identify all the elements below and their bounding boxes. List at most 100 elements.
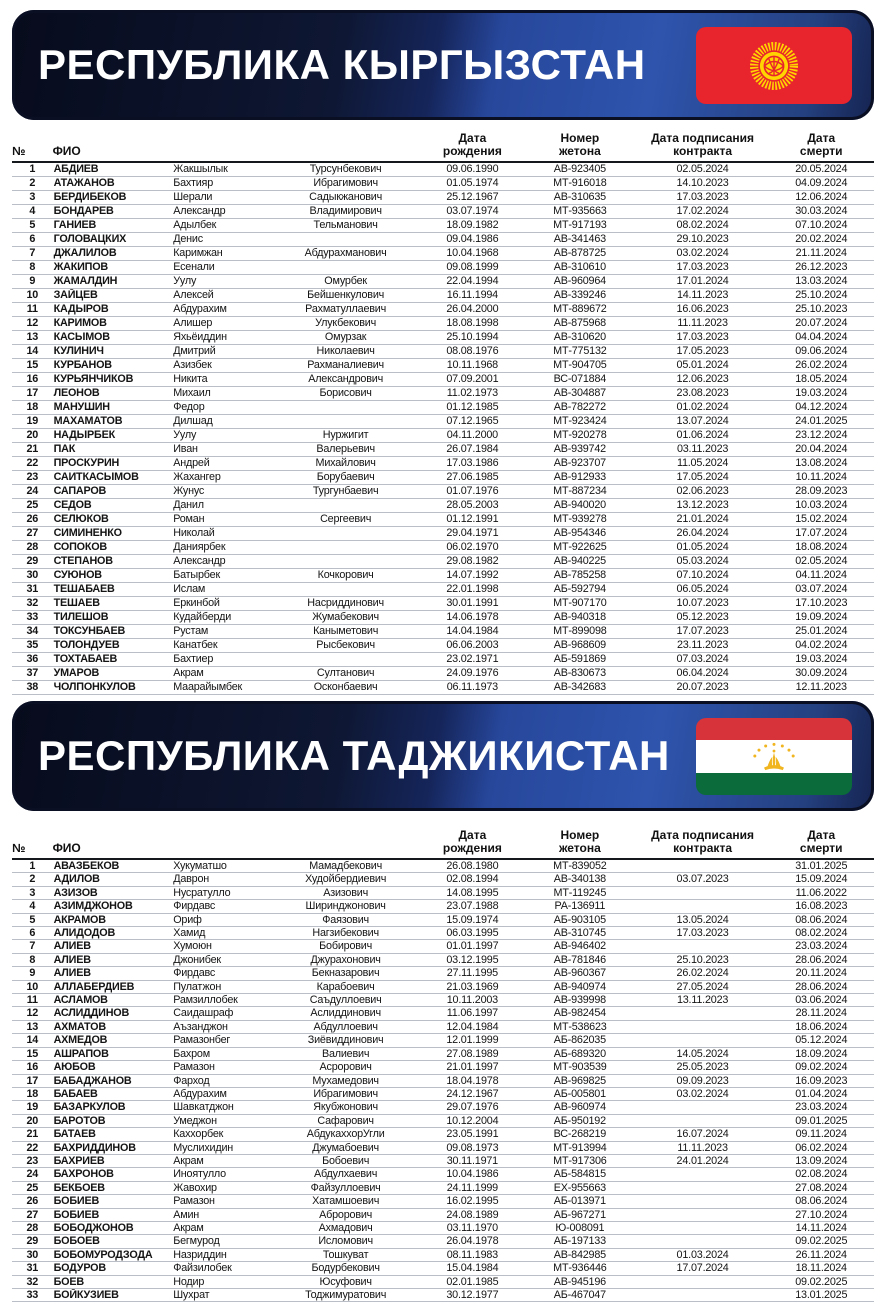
cell-contract: 13.12.2023 <box>636 498 769 513</box>
cell-token: АБ-862035 <box>523 1033 637 1048</box>
cell-birth: 01.12.1985 <box>421 400 524 415</box>
cell-birth: 09.06.1990 <box>421 162 524 177</box>
kyrgyzstan-banner: РЕСПУБЛИКА КЫРГЫЗСТАН <box>12 10 874 120</box>
cell-patronymic: Бобирович <box>269 939 422 954</box>
cell-surname: БОБОДЖОНОВ <box>52 1221 173 1236</box>
table-row: 17 БАБАДЖАНОВ Фарход Мухамедович 18.04.1978 А… <box>12 1074 874 1088</box>
cell-birth: 23.02.1971 <box>421 652 524 667</box>
cell-token: ВС-268219 <box>523 1127 637 1142</box>
cell-contract: 07.10.2024 <box>636 568 769 583</box>
table-row: 4 БОНДАРЕВ Александр Владимирович 03.07.1974… <box>12 204 874 219</box>
cell-num: 31 <box>12 582 53 597</box>
cell-token: АБ-592794 <box>523 582 637 597</box>
cell-name: Абдурахим <box>172 1087 270 1102</box>
header-death-date: Дата смерти <box>768 825 874 860</box>
cell-contract: 13.11.2023 <box>636 993 769 1008</box>
cell-num: 4 <box>12 899 53 914</box>
cell-contract <box>636 1167 769 1182</box>
cell-contract: 03.02.2024 <box>636 246 769 261</box>
cell-contract: 17.02.2024 <box>636 204 769 219</box>
cell-name: Рамазонбег <box>172 1033 270 1048</box>
cell-death: 25.10.2023 <box>768 302 874 317</box>
cell-token: АВ-940020 <box>523 498 637 513</box>
cell-token: АВ-954346 <box>523 526 637 541</box>
cell-token: АВ-785258 <box>523 568 637 583</box>
cell-num: 23 <box>12 1154 53 1169</box>
cell-name: Бегмурод <box>172 1234 270 1249</box>
cell-surname: АБДИЕВ <box>52 162 173 177</box>
table-row: 10 АЛЛАБЕРДИЕВ Пулатжон Карабоевич 21.03.196… <box>12 980 874 995</box>
cell-death: 05.12.2024 <box>768 1033 874 1048</box>
cell-birth: 21.01.1997 <box>421 1060 524 1075</box>
cell-token: АВ-304887 <box>523 386 637 401</box>
cell-death: 08.06.2024 <box>768 913 874 928</box>
cell-birth: 10.11.1968 <box>421 358 524 373</box>
cell-num: 10 <box>12 980 53 995</box>
cell-name: Данил <box>172 498 270 513</box>
cell-patronymic: Улукбекович <box>269 316 422 331</box>
cell-contract: 17.07.2023 <box>636 624 769 639</box>
cell-contract: 05.01.2024 <box>636 358 769 373</box>
cell-surname: КУЛИНИЧ <box>52 344 173 359</box>
cell-contract: 13.07.2024 <box>636 414 769 429</box>
cell-name: Жавохир <box>172 1181 270 1196</box>
cell-num: 20 <box>12 428 53 443</box>
cell-contract: 26.04.2024 <box>636 526 769 541</box>
cell-name: Уулу <box>172 274 270 289</box>
tajikistan-roster-table: № ФИО Дата рождения Номер жетона Дата по… <box>12 825 874 1302</box>
cell-contract: 26.02.2024 <box>636 966 769 981</box>
cell-num: 22 <box>12 1141 53 1155</box>
cell-death: 25.10.2024 <box>768 288 874 303</box>
cell-contract: 05.12.2023 <box>636 610 769 625</box>
cell-token: АВ-310745 <box>523 926 637 941</box>
cell-surname: СОПОКОВ <box>52 540 173 555</box>
cell-token: АВ-960964 <box>523 274 637 289</box>
cell-token: АБ-013971 <box>523 1194 637 1209</box>
cell-death: 14.11.2024 <box>768 1221 874 1236</box>
cell-num: 22 <box>12 456 53 471</box>
cell-name: Фирдавс <box>172 966 270 981</box>
cell-name: Николай <box>172 526 270 541</box>
table-row: 18 БАБАЕВ Абдурахим Ибрагимович 24.12.1967 АБ… <box>12 1087 874 1102</box>
cell-patronymic: Султанович <box>269 666 422 681</box>
cell-death: 13.03.2024 <box>768 274 874 289</box>
cell-surname: БЕКБОЕВ <box>52 1181 173 1196</box>
table-row: 8 АЛИЕВ Джонибек Джурахонович 03.12.1995 АВ-7… <box>12 953 874 968</box>
cell-name: Фирдавс <box>172 899 270 914</box>
cell-patronymic <box>269 498 422 513</box>
cell-birth: 03.11.1970 <box>421 1221 524 1236</box>
header-spacer <box>269 128 422 163</box>
cell-num: 34 <box>12 624 53 639</box>
table-row: 1 АВАЗБЕКОВ Хукуматшо Мамадбекович 26.08.198… <box>12 859 874 874</box>
cell-name: Роман <box>172 512 270 527</box>
cell-death: 19.03.2024 <box>768 652 874 667</box>
cell-token: МТ-887234 <box>523 484 637 499</box>
table-row: 32 БОЕВ Нодир Юсуфович 02.01.1985 АВ-945196 09… <box>12 1275 874 1290</box>
cell-name: Уулу <box>172 428 270 443</box>
header-number: № <box>12 128 53 163</box>
cell-num: 21 <box>12 442 53 457</box>
cell-patronymic: Мухамедович <box>269 1074 422 1088</box>
cell-birth: 14.06.1978 <box>421 610 524 625</box>
cell-num: 14 <box>12 344 53 359</box>
cell-name: Хумоюн <box>172 939 270 954</box>
cell-contract: 17.03.2023 <box>636 926 769 941</box>
cell-death: 04.02.2024 <box>768 638 874 653</box>
cell-surname: СЕДОВ <box>52 498 173 513</box>
cell-num: 18 <box>12 400 53 415</box>
cell-contract: 17.03.2023 <box>636 190 769 205</box>
cell-name: Рамазон <box>172 1194 270 1209</box>
cell-birth: 18.09.1982 <box>421 218 524 233</box>
cell-name: Саидашраф <box>172 1006 270 1021</box>
cell-patronymic: Исломович <box>269 1234 422 1249</box>
cell-death: 08.02.2024 <box>768 926 874 941</box>
table-row: 26 БОБИЕВ Рамазон Хатамшоевич 16.02.1995 АБ-0… <box>12 1194 874 1209</box>
cell-birth: 26.04.2000 <box>421 302 524 317</box>
cell-death: 23.12.2024 <box>768 428 874 443</box>
cell-death: 04.09.2024 <box>768 176 874 191</box>
cell-birth: 08.11.1983 <box>421 1248 524 1263</box>
cell-token: АВ-969825 <box>523 1074 637 1088</box>
cell-token: АВ-310610 <box>523 260 637 275</box>
cell-death: 19.09.2024 <box>768 610 874 625</box>
cell-surname: БОНДАРЕВ <box>52 204 173 219</box>
